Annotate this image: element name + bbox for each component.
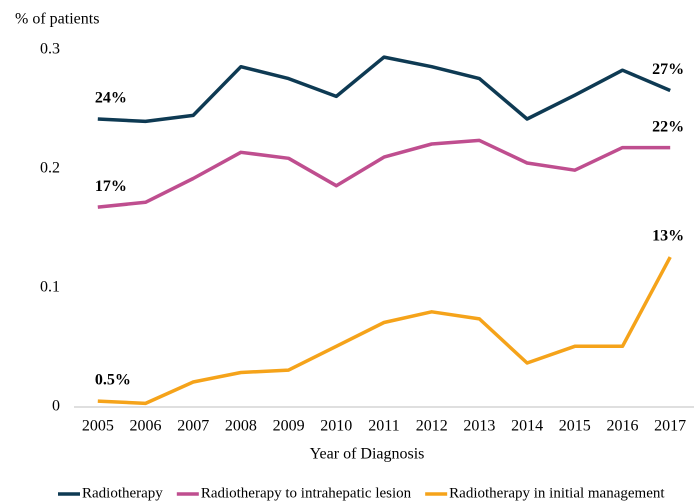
x-tick-label: 2017 [654, 418, 686, 435]
series-line [97, 138, 671, 209]
x-tick-label: 2013 [463, 418, 495, 435]
x-tick-label: 2012 [416, 418, 448, 435]
x-tick-label: 2009 [273, 418, 305, 435]
x-tick-label: 2015 [559, 418, 591, 435]
value-label: 22% [652, 118, 684, 135]
value-label: 24% [95, 90, 127, 107]
x-axis-title: Year of Diagnosis [310, 446, 425, 463]
x-tick-label: 2006 [130, 418, 162, 435]
value-label: 13% [652, 228, 684, 245]
x-tick-label: 2014 [511, 418, 543, 435]
series-line [97, 55, 671, 124]
x-tick-label: 2016 [606, 418, 638, 435]
legend-label: Radiotherapy in initial management [449, 485, 665, 501]
x-tick-label: 2008 [225, 418, 257, 435]
y-tick-label: 0.3 [40, 41, 60, 58]
legend-label: Radiotherapy [82, 485, 163, 501]
x-tick-label: 2007 [177, 418, 209, 435]
x-tick-label: 2005 [82, 418, 114, 435]
y-tick-label: 0 [52, 398, 60, 415]
value-label: 27% [652, 61, 684, 78]
legend-label: Radiotherapy to intrahepatic lesion [201, 485, 412, 501]
y-tick-label: 0.1 [40, 279, 60, 296]
series-line [97, 256, 672, 406]
x-tick-label: 2010 [320, 418, 352, 435]
y-tick-label: 0.2 [40, 160, 60, 177]
x-tick-label: 2011 [368, 418, 399, 435]
value-label: 17% [95, 178, 127, 195]
value-label: 0.5% [95, 372, 131, 389]
y-axis-title: % of patients [15, 11, 99, 28]
